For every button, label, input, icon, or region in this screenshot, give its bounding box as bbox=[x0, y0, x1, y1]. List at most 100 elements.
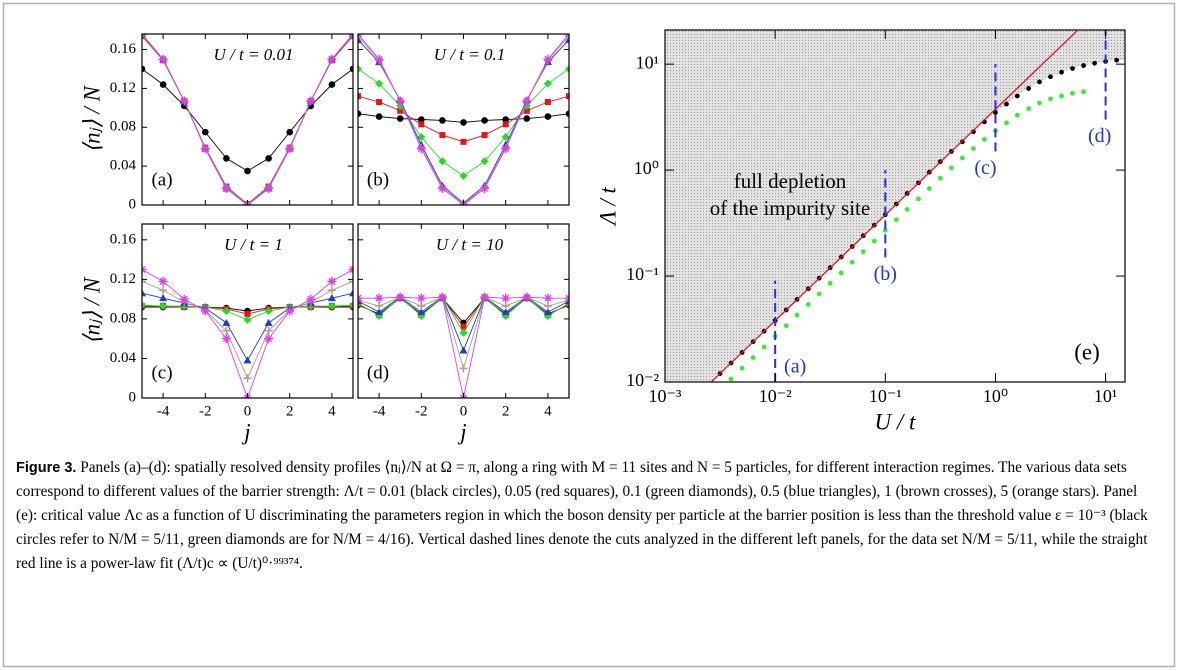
cut-label: (b) bbox=[874, 263, 897, 285]
marker bbox=[522, 292, 532, 302]
x-tick-label: 2 bbox=[502, 403, 510, 419]
marker bbox=[374, 293, 384, 303]
marker bbox=[418, 121, 425, 128]
series-line bbox=[358, 34, 569, 205]
marker bbox=[871, 238, 877, 244]
marker bbox=[264, 334, 274, 344]
marker bbox=[222, 318, 231, 326]
marker bbox=[1037, 100, 1042, 106]
marker bbox=[327, 54, 337, 64]
marker bbox=[480, 292, 490, 302]
caption-label: Figure 3. bbox=[16, 460, 77, 476]
marker bbox=[327, 276, 337, 286]
marker bbox=[376, 99, 383, 106]
plot-area bbox=[358, 34, 569, 205]
marker bbox=[286, 128, 294, 136]
panel-label: (e) bbox=[1074, 339, 1100, 364]
marker bbox=[395, 96, 405, 106]
marker bbox=[221, 183, 231, 193]
marker bbox=[327, 302, 336, 311]
marker bbox=[438, 157, 447, 166]
marker bbox=[1048, 96, 1053, 102]
marker bbox=[142, 301, 146, 310]
marker bbox=[439, 132, 446, 139]
series-line bbox=[358, 95, 569, 143]
marker bbox=[937, 175, 943, 181]
panel-label: (a) bbox=[151, 169, 172, 190]
marker bbox=[349, 289, 353, 297]
x-tick-label: -2 bbox=[415, 403, 428, 419]
plot-frame bbox=[357, 33, 570, 206]
marker bbox=[375, 302, 384, 311]
marker bbox=[142, 65, 146, 73]
caption-text: Panels (a)–(d): spatially resolved densi… bbox=[16, 459, 1148, 572]
marker bbox=[959, 155, 965, 161]
marker bbox=[222, 307, 231, 315]
x-axis-label: j bbox=[241, 419, 250, 444]
marker bbox=[243, 356, 252, 364]
marker bbox=[375, 307, 384, 315]
depletion-region bbox=[665, 30, 1125, 382]
marker bbox=[459, 171, 468, 180]
marker bbox=[481, 117, 488, 124]
y-tick-label: 10¹ bbox=[636, 52, 659, 72]
marker bbox=[1114, 57, 1120, 63]
marker bbox=[459, 328, 468, 337]
marker bbox=[501, 144, 511, 154]
marker bbox=[481, 132, 488, 139]
series-line bbox=[142, 68, 353, 172]
marker bbox=[416, 144, 426, 154]
x-tick-label: 0 bbox=[244, 403, 252, 419]
plot-area bbox=[142, 34, 353, 205]
marker bbox=[1081, 89, 1086, 95]
marker bbox=[265, 155, 272, 162]
panel-title: U / t = 1 bbox=[224, 235, 283, 254]
annotation: full depletion bbox=[734, 169, 847, 193]
panel-title: U / t = 10 bbox=[436, 235, 504, 254]
marker bbox=[358, 35, 362, 43]
annotation: of the impurity site bbox=[710, 196, 870, 220]
plot-area bbox=[665, 30, 1125, 382]
marker bbox=[327, 286, 336, 295]
marker bbox=[761, 344, 767, 350]
marker bbox=[327, 294, 336, 302]
marker bbox=[264, 307, 273, 315]
marker bbox=[816, 291, 822, 297]
marker bbox=[523, 107, 530, 114]
marker bbox=[1070, 66, 1075, 71]
marker bbox=[543, 302, 552, 311]
cut-label: (d) bbox=[1088, 125, 1111, 147]
marker bbox=[1014, 93, 1020, 99]
series-line bbox=[142, 292, 353, 362]
marker bbox=[971, 146, 976, 151]
y-axis-label: Λ / t bbox=[595, 187, 620, 227]
marker bbox=[565, 35, 569, 43]
marker bbox=[285, 306, 295, 316]
marker bbox=[1092, 60, 1097, 66]
marker bbox=[1037, 79, 1042, 85]
marker bbox=[982, 136, 987, 142]
marker bbox=[306, 96, 316, 106]
marker bbox=[543, 293, 553, 303]
marker bbox=[264, 318, 273, 326]
marker bbox=[948, 165, 954, 171]
marker bbox=[437, 183, 447, 193]
marker bbox=[543, 54, 553, 64]
x-axis-label: j bbox=[457, 419, 466, 444]
marker bbox=[1059, 93, 1064, 99]
marker bbox=[416, 293, 426, 303]
x-tick-label: 10⁰ bbox=[983, 386, 1008, 406]
y-tick-label: 10⁰ bbox=[634, 158, 659, 178]
marker bbox=[158, 276, 168, 286]
marker bbox=[437, 292, 447, 302]
marker bbox=[501, 302, 510, 311]
marker bbox=[328, 81, 336, 88]
marker bbox=[244, 167, 251, 175]
y-tick-label: 0.16 bbox=[110, 41, 137, 57]
marker bbox=[916, 196, 921, 202]
marker bbox=[285, 144, 295, 154]
marker bbox=[375, 113, 383, 120]
y-tick-label: 0.08 bbox=[110, 119, 136, 135]
